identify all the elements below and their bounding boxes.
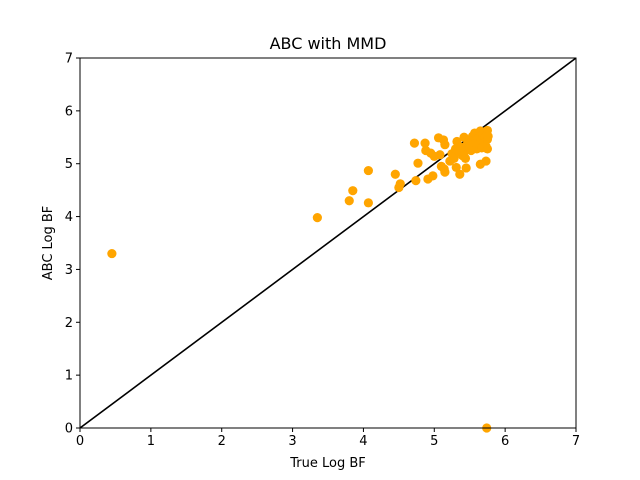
points-layer (107, 125, 493, 433)
data-point (460, 153, 471, 164)
data-point (483, 131, 493, 141)
data-point (455, 169, 465, 179)
y-axis-label: ABC Log BF (41, 206, 56, 281)
data-point (312, 213, 322, 223)
data-point (390, 169, 400, 179)
diagonal-layer (80, 58, 576, 428)
y-tick-label: 6 (65, 104, 73, 119)
x-tick-label: 7 (572, 434, 580, 449)
y-axis-ticks: 0 1 2 3 4 5 6 7 (65, 52, 80, 437)
x-tick-label: 2 (218, 434, 226, 449)
data-point (348, 186, 358, 196)
y-tick-label: 5 (65, 157, 73, 172)
data-point (440, 140, 450, 150)
data-point (435, 150, 445, 160)
data-point (395, 179, 405, 189)
y-tick-label: 1 (65, 369, 73, 384)
x-tick-label: 4 (359, 434, 367, 449)
data-point (409, 138, 420, 148)
data-point (420, 138, 430, 148)
x-tick-label: 3 (288, 434, 296, 449)
data-point (107, 248, 117, 259)
y-tick-label: 7 (65, 52, 73, 67)
y-tick-label: 0 (65, 422, 73, 437)
y-tick-label: 3 (65, 263, 73, 278)
y-tick-label: 4 (65, 210, 73, 225)
data-point (451, 162, 461, 173)
plot-frame (79, 57, 577, 429)
x-axis-label: True Log BF (289, 456, 366, 471)
data-point (344, 196, 354, 206)
data-point (449, 153, 459, 164)
data-point (363, 165, 373, 176)
reference-line (80, 58, 576, 428)
data-point (461, 163, 471, 173)
data-point (482, 144, 493, 154)
y-tick-label: 2 (65, 316, 73, 331)
x-tick-label: 6 (501, 434, 509, 449)
chart-title: ABC with MMD (270, 34, 387, 53)
data-point (363, 198, 373, 208)
x-tick-label: 5 (430, 434, 438, 449)
x-axis-ticks: 0 1 2 3 4 5 6 7 (76, 428, 580, 449)
data-point (481, 156, 491, 166)
x-tick-label: 0 (76, 434, 84, 449)
data-point (411, 176, 421, 186)
data-point (428, 171, 438, 181)
data-point (413, 158, 423, 168)
x-tick-label: 1 (147, 434, 155, 449)
data-point (440, 167, 450, 177)
